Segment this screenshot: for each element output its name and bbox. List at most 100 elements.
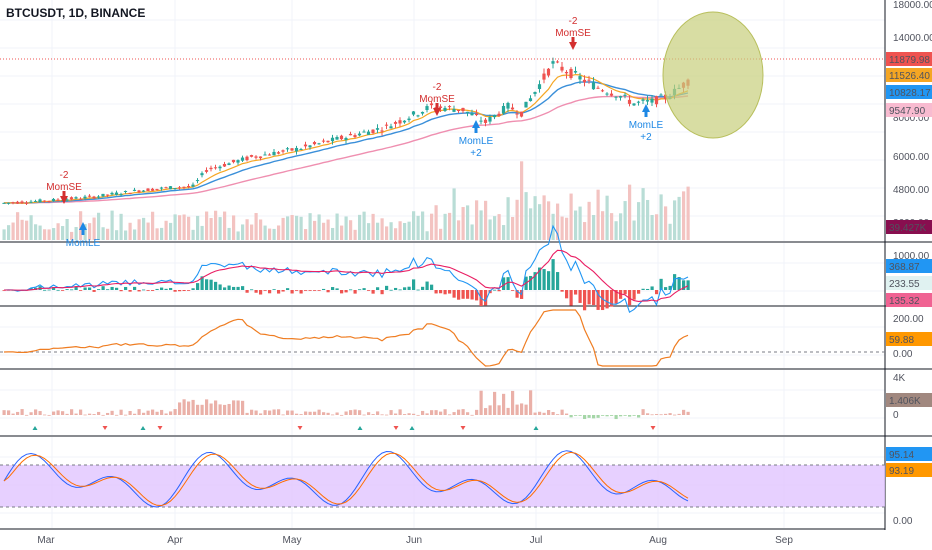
macd-tick-label: 1000.00: [893, 251, 930, 262]
macd-hist-bar: [209, 279, 213, 290]
stoch-badge-bg: [886, 463, 932, 477]
macd-hist-bar: [128, 290, 132, 292]
volume-bar: [304, 229, 308, 240]
candle-body: [290, 148, 294, 151]
macd-hist-bar: [502, 277, 506, 290]
macd-hist-bar: [218, 284, 222, 290]
vo-bar: [385, 414, 389, 416]
vo-bar: [425, 413, 429, 415]
candle-body: [380, 130, 384, 132]
volume-bar: [394, 228, 398, 240]
volume-bar: [367, 223, 371, 240]
vo-bar: [610, 415, 614, 416]
vo-bar: [209, 403, 213, 415]
vo-down-marker: [297, 426, 303, 430]
candle-body: [641, 99, 645, 101]
momentum-tick-label: 0.00: [893, 349, 913, 360]
candle-body: [123, 190, 128, 192]
candle-body: [29, 201, 33, 203]
volume-bar: [227, 227, 231, 240]
macd-hist-bar: [187, 290, 191, 291]
vo-bar: [205, 399, 209, 415]
macd-hist-bar: [250, 289, 254, 291]
macd-hist-bar: [641, 288, 645, 290]
candle-body: [87, 195, 92, 197]
candle-body: [555, 61, 560, 63]
candle-body: [582, 79, 587, 83]
macd-hist-bar: [668, 285, 672, 290]
volume-bar: [650, 215, 654, 240]
macd-hist-bar: [623, 290, 627, 295]
candle-body: [186, 186, 191, 188]
candle-body: [339, 135, 344, 140]
candle-body: [150, 188, 155, 191]
volume-bar: [686, 186, 690, 240]
candle-body: [227, 163, 231, 166]
vo-bar: [101, 414, 105, 416]
candle-body: [618, 96, 623, 98]
vo-bar: [97, 411, 101, 415]
candle-body: [632, 103, 636, 106]
macd-hist-bar: [556, 272, 560, 290]
candle-body: [560, 66, 564, 71]
vo-bar: [25, 414, 29, 416]
macd-hist-bar: [142, 289, 146, 291]
vo-bar: [7, 410, 11, 415]
vo-bar: [470, 414, 474, 416]
volume-bar: [236, 231, 240, 240]
macd-hist-bar: [277, 290, 281, 294]
vo-bar: [110, 410, 114, 415]
candle-body: [240, 157, 245, 161]
vo-bar: [511, 390, 515, 415]
vo-bar: [119, 409, 123, 415]
volume-bar: [20, 219, 24, 240]
macd-hist-bar: [515, 290, 519, 298]
volume-bar: [637, 202, 641, 240]
vo-bar: [353, 409, 357, 415]
time-axis-label: Mar: [37, 535, 55, 546]
volume-bar: [466, 205, 470, 240]
price-tick-label: 6000.00: [893, 152, 930, 163]
macd-hist-bar: [236, 286, 240, 290]
vo-up-marker: [357, 426, 363, 430]
vo-bar: [376, 411, 380, 415]
volume-bar: [344, 216, 348, 240]
signal-label: MomLE: [629, 120, 664, 131]
volume-bar: [668, 223, 672, 240]
macd-hist-bar: [43, 289, 47, 291]
price-badge-bg: [886, 68, 932, 82]
candle-body: [533, 92, 537, 94]
volume-bar: [119, 213, 123, 240]
candle-body: [654, 96, 659, 105]
candle-body: [416, 115, 420, 117]
volume-bar: [628, 184, 632, 240]
volume-bar: [232, 215, 236, 240]
macd-hist-bar: [92, 290, 96, 292]
candle-body: [249, 155, 254, 157]
vo-bar: [160, 409, 164, 415]
macd-hist-bar: [475, 290, 479, 301]
volume-bar: [187, 216, 191, 240]
macd-hist-bar: [583, 290, 587, 311]
candle-body: [218, 166, 222, 169]
candle-body: [263, 154, 267, 156]
vo-bar: [191, 399, 195, 415]
volume-bar: [196, 215, 200, 240]
macd-hist-bar: [646, 288, 650, 290]
macd-hist-bar: [637, 290, 641, 294]
vo-bar: [389, 410, 393, 415]
volume-bar: [133, 229, 137, 240]
candle-body: [398, 120, 402, 124]
macd-hist-bar: [331, 287, 335, 290]
macd-hist-bar: [421, 286, 425, 290]
vo-bar: [308, 411, 312, 415]
candle-body: [537, 84, 542, 90]
volume-bar: [358, 214, 362, 240]
vo-bar: [340, 414, 344, 416]
macd-hist-bar: [403, 287, 407, 290]
candle-body: [33, 201, 38, 203]
candle-body: [510, 107, 515, 110]
sell-arrow-icon: [569, 42, 577, 50]
buy-arrow-stem: [474, 127, 478, 133]
